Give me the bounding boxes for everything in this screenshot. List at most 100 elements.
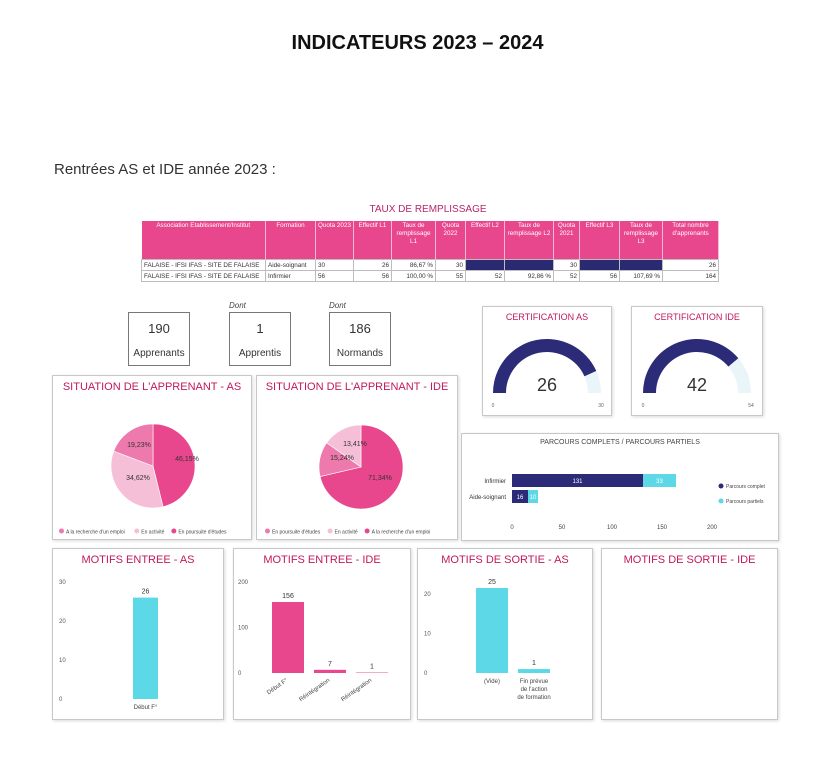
y-tick-label: 100 [238, 626, 249, 632]
table-title: TAUX DE REMPLISSAGE [369, 204, 487, 215]
motifs-sortie-as-svg: 0 10 20 25 (Vide) 1 Fin prévue de l'action de fo… [424, 579, 551, 701]
bar [314, 669, 346, 673]
gauge-min-label: 0 [492, 403, 495, 409]
panel-title: PARCOURS COMPLETS / PARCOURS PARTIELS [540, 439, 700, 446]
legend-label: Parcours partiels [726, 499, 764, 505]
motifs-entree-as-svg: 0 10 20 30 26 Début F° [59, 580, 158, 711]
table-cell: 52 [465, 270, 505, 282]
apprenants-label: Apprenants [133, 348, 185, 359]
gauge-min-label: 0 [642, 403, 645, 409]
bar-value-label: 33 [656, 479, 663, 485]
certification-ide-panel: CERTIFICATION IDE 42 0 54 [631, 306, 763, 416]
category-label: Infirmier [484, 479, 506, 485]
bar-value-label: 25 [488, 579, 496, 586]
apprentis-label: Apprentis [238, 348, 282, 359]
apprenants-card: 190 Apprenants [128, 312, 190, 366]
y-tick-label: 0 [424, 671, 428, 677]
table-header: Quota 2023 [315, 221, 354, 260]
x-tick-label: 200 [707, 525, 718, 531]
gauge-value-arc [643, 339, 739, 393]
legend-label: En activité [335, 530, 358, 536]
certification-as-panel: CERTIFICATION AS 26 0 30 [482, 306, 612, 416]
table-header: Taux de remplissage L2 [504, 221, 554, 260]
legend-marker [718, 483, 724, 489]
bar [476, 588, 508, 673]
gauge-as-svg: 26 0 30 [492, 339, 604, 409]
y-tick-label: 200 [238, 580, 249, 586]
fill-rate-table: Association Etablissement/Institut Forma… [141, 221, 719, 282]
legend-marker [718, 498, 724, 504]
x-tick-label: 150 [657, 525, 668, 531]
pie-slice [152, 423, 196, 508]
y-tick-label: 0 [59, 697, 63, 703]
motifs-sortie-as-panel: MOTIFS DE SORTIE - AS 0 10 20 25 (Vide) 1 Fin … [417, 548, 593, 720]
bar-value-label: 26 [142, 589, 150, 596]
table-cell-empty [579, 259, 620, 271]
legend-marker [327, 528, 333, 534]
panel-title: MOTIFS DE SORTIE - AS [441, 554, 569, 566]
pie-as-svg: 46,15% 34,62% 19,23% A la recherche d'un em… [59, 423, 227, 536]
x-tick-label: 0 [510, 525, 514, 531]
pie-slice-label: 19,23% [127, 442, 151, 449]
motifs-entree-ide-svg: 0 100 200 156 Début F° 7 Réintégration 1 Réintég… [238, 580, 388, 703]
category-label: Réintégration [298, 678, 331, 703]
pie-slice-label: 13,41% [343, 441, 367, 448]
legend-marker [134, 528, 140, 534]
panel-title: CERTIFICATION AS [505, 312, 589, 322]
gauge-value-arc [493, 339, 597, 393]
y-tick-label: 30 [59, 580, 66, 586]
gauge-max-label: 30 [598, 403, 604, 409]
table-row: FALAISE - IFSI IFAS - SITE DE FALAISE Ai… [141, 259, 719, 271]
x-tick-label: 100 [607, 525, 618, 531]
bar-value-label: 1 [370, 664, 374, 671]
legend-marker [171, 528, 177, 534]
gauge-max-label: 54 [748, 403, 754, 409]
gauge-remaining-arc [728, 358, 751, 393]
motifs-entree-as-panel: MOTIFS ENTREE - AS 0 10 20 30 26 Début F° [52, 548, 224, 720]
table-cell: 26 [353, 259, 392, 271]
table-cell: 86,67 % [391, 259, 436, 271]
table-cell: 26 [662, 259, 719, 271]
table-cell: 30 [435, 259, 466, 271]
table-row: FALAISE - IFSI IFAS - SITE DE FALAISE In… [141, 270, 719, 282]
bar-value-label: 1 [532, 660, 536, 667]
legend-marker [59, 528, 64, 534]
legend-label: En activité [141, 530, 164, 536]
x-tick-label: 50 [559, 525, 566, 531]
bar-segment [643, 474, 676, 487]
gauge-ide-svg: 42 0 54 [642, 339, 754, 409]
bar-value-label: 16 [517, 495, 524, 501]
bar-value-label: 131 [572, 479, 583, 485]
table-cell: 56 [579, 270, 620, 282]
table-header: Effectif L1 [353, 221, 392, 260]
situation-ide-panel: SITUATION DE L'APPRENANT - IDE 71,34% 13,… [256, 375, 458, 540]
table-cell: 107,69 % [619, 270, 663, 282]
panel-title: MOTIFS ENTREE - IDE [263, 554, 381, 566]
panel-title: SITUATION DE L'APPRENANT - AS [62, 381, 242, 393]
bar [272, 602, 304, 673]
legend-label: A la recherche d'un emploi [66, 530, 125, 536]
table-cell: 164 [662, 270, 719, 282]
gauge-value-label: 42 [687, 375, 707, 395]
category-label: de l'action [521, 687, 548, 693]
legend-label: En poursuite d'études [178, 530, 227, 536]
category-label: (Vide) [484, 679, 500, 685]
table-header-row: Association Etablissement/Institut Forma… [141, 221, 719, 260]
bar [133, 597, 158, 699]
category-label: Réintégration [340, 678, 373, 703]
table-cell: 30 [553, 259, 580, 271]
apprentis-count: 1 [256, 321, 264, 336]
section-subtitle: Rentrées AS et IDE année 2023 : [54, 161, 276, 178]
gauge-value-label: 26 [537, 375, 557, 395]
y-tick-label: 20 [59, 619, 66, 625]
table-cell: 30 [315, 259, 354, 271]
table-cell: 56 [353, 270, 392, 282]
y-tick-label: 20 [424, 592, 431, 598]
table-cell: Infirmier [265, 270, 316, 282]
pie-slice-label: 46,15% [175, 456, 199, 463]
bar-value-label: 156 [282, 593, 294, 600]
panel-title: CERTIFICATION IDE [654, 312, 740, 322]
table-cell: 100,00 % [391, 270, 436, 282]
pie-slice [319, 424, 404, 510]
y-tick-label: 10 [424, 632, 431, 638]
